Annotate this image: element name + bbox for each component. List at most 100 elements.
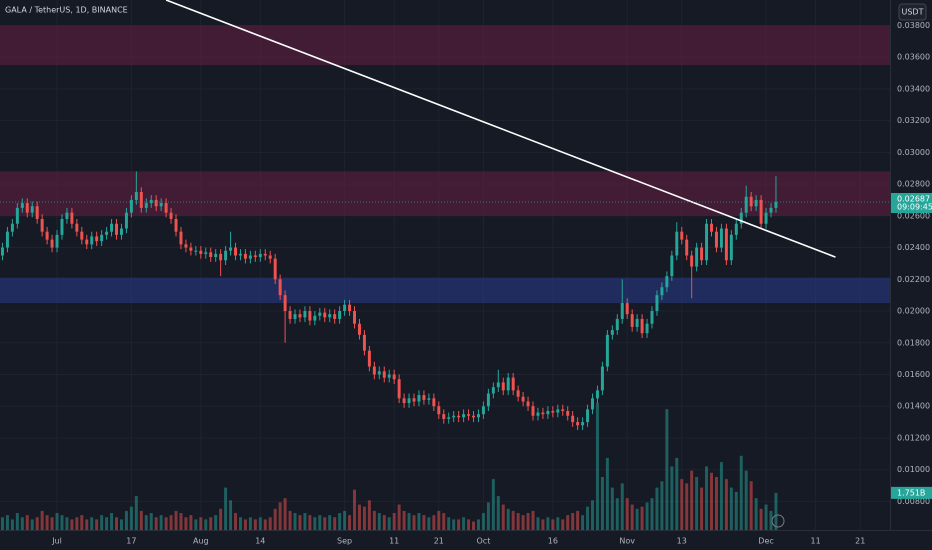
y-tick-label: 0.01800 (897, 338, 930, 347)
candle-body (243, 253, 247, 259)
y-tick-label: 0.02400 (897, 243, 930, 252)
volume-bar (55, 513, 59, 530)
candle-body (561, 409, 565, 411)
candle-body (605, 334, 609, 367)
candle-body (496, 382, 500, 388)
candle-body (20, 203, 24, 208)
volume-bar (85, 519, 89, 530)
y-tick-label: 0.03000 (897, 148, 930, 157)
candle-body (248, 255, 252, 259)
candle-body (387, 374, 391, 378)
currency-button-label[interactable]: USDT (902, 8, 924, 17)
volume-bar (90, 517, 94, 530)
replay-icon[interactable] (771, 514, 785, 528)
candle-body (90, 236, 94, 245)
candle-body (650, 311, 654, 324)
volume-bar (149, 513, 153, 530)
candle-body (45, 231, 49, 240)
candle-body (35, 206, 39, 219)
candle-body (690, 255, 694, 267)
volume-bar (40, 510, 44, 530)
volume-bar (705, 466, 709, 530)
candle-body (422, 395, 426, 400)
candle-body (100, 234, 104, 242)
volume-bar (442, 513, 446, 530)
candle-body (110, 223, 114, 232)
candle-body (189, 247, 193, 251)
candle-body (258, 253, 262, 258)
volume-bar (229, 500, 233, 530)
candle-body (432, 398, 436, 407)
volume-bar (194, 519, 198, 530)
volume-bar (60, 515, 64, 530)
volume-bar (184, 517, 188, 530)
volume-bar (70, 519, 74, 530)
candle-body (129, 199, 133, 213)
volume-bar (110, 513, 114, 530)
volume-bar (407, 513, 411, 530)
candle-body (615, 318, 619, 331)
x-tick-label: Oct (477, 537, 491, 546)
volume-bar (561, 519, 565, 530)
y-tick-label: 0.02800 (897, 180, 930, 189)
candle-body (452, 415, 456, 418)
candle-body (263, 253, 267, 256)
volume-bar (724, 479, 728, 530)
y-tick-label: 0.03200 (897, 116, 930, 125)
candle-body (333, 314, 337, 319)
volume-bar (144, 515, 148, 530)
volume-bar (586, 506, 590, 530)
volume-bar (452, 519, 456, 530)
countdown-label: 09:09:45 (897, 203, 932, 212)
candle-body (144, 203, 148, 208)
volume-bar (95, 519, 99, 530)
candle-body (134, 192, 138, 200)
volume-bar (30, 519, 34, 530)
volume-bar (615, 498, 619, 530)
candle-body (660, 287, 664, 296)
candle-body (481, 406, 485, 415)
volume-bar (20, 517, 24, 530)
volume-bar (476, 519, 480, 530)
volume-bar (199, 517, 203, 530)
candle-body (402, 398, 406, 404)
volume-bar (139, 510, 143, 530)
volume-bar (655, 487, 659, 530)
volume-bar (432, 515, 436, 530)
volume-bar (462, 517, 466, 530)
candle-body (576, 422, 580, 426)
candle-body (199, 250, 203, 254)
candle-body (234, 247, 238, 256)
volume-bar (506, 508, 510, 530)
candle-body (581, 422, 585, 426)
volume-bar (645, 502, 649, 530)
candle-body (238, 253, 242, 256)
candle-body (273, 258, 277, 280)
volume-bar (105, 517, 109, 530)
candle-body (630, 314, 634, 327)
volume-bar (35, 517, 39, 530)
volume-bar (353, 489, 356, 530)
currency-button[interactable] (898, 3, 927, 21)
volume-bar (80, 515, 84, 530)
candle-body (714, 231, 718, 248)
volume-bar (422, 515, 426, 530)
volume-bar (154, 517, 158, 530)
candle-body (472, 415, 475, 418)
volume-bar (620, 483, 624, 530)
candle-body (164, 203, 168, 213)
volume-bar (15, 513, 19, 530)
volume-bar (447, 517, 451, 530)
volume-bar (526, 513, 530, 530)
volume-bar (541, 519, 545, 530)
volume-bar (5, 515, 9, 530)
last-price-label: 0.02687 (897, 195, 930, 204)
y-tick-label: 0.01200 (897, 433, 930, 442)
volume-bar (700, 487, 704, 530)
candle-body (149, 199, 153, 204)
candle-body (382, 371, 386, 378)
candle-body (75, 223, 79, 232)
volume-bar (610, 487, 614, 530)
volume-bar (238, 517, 242, 530)
